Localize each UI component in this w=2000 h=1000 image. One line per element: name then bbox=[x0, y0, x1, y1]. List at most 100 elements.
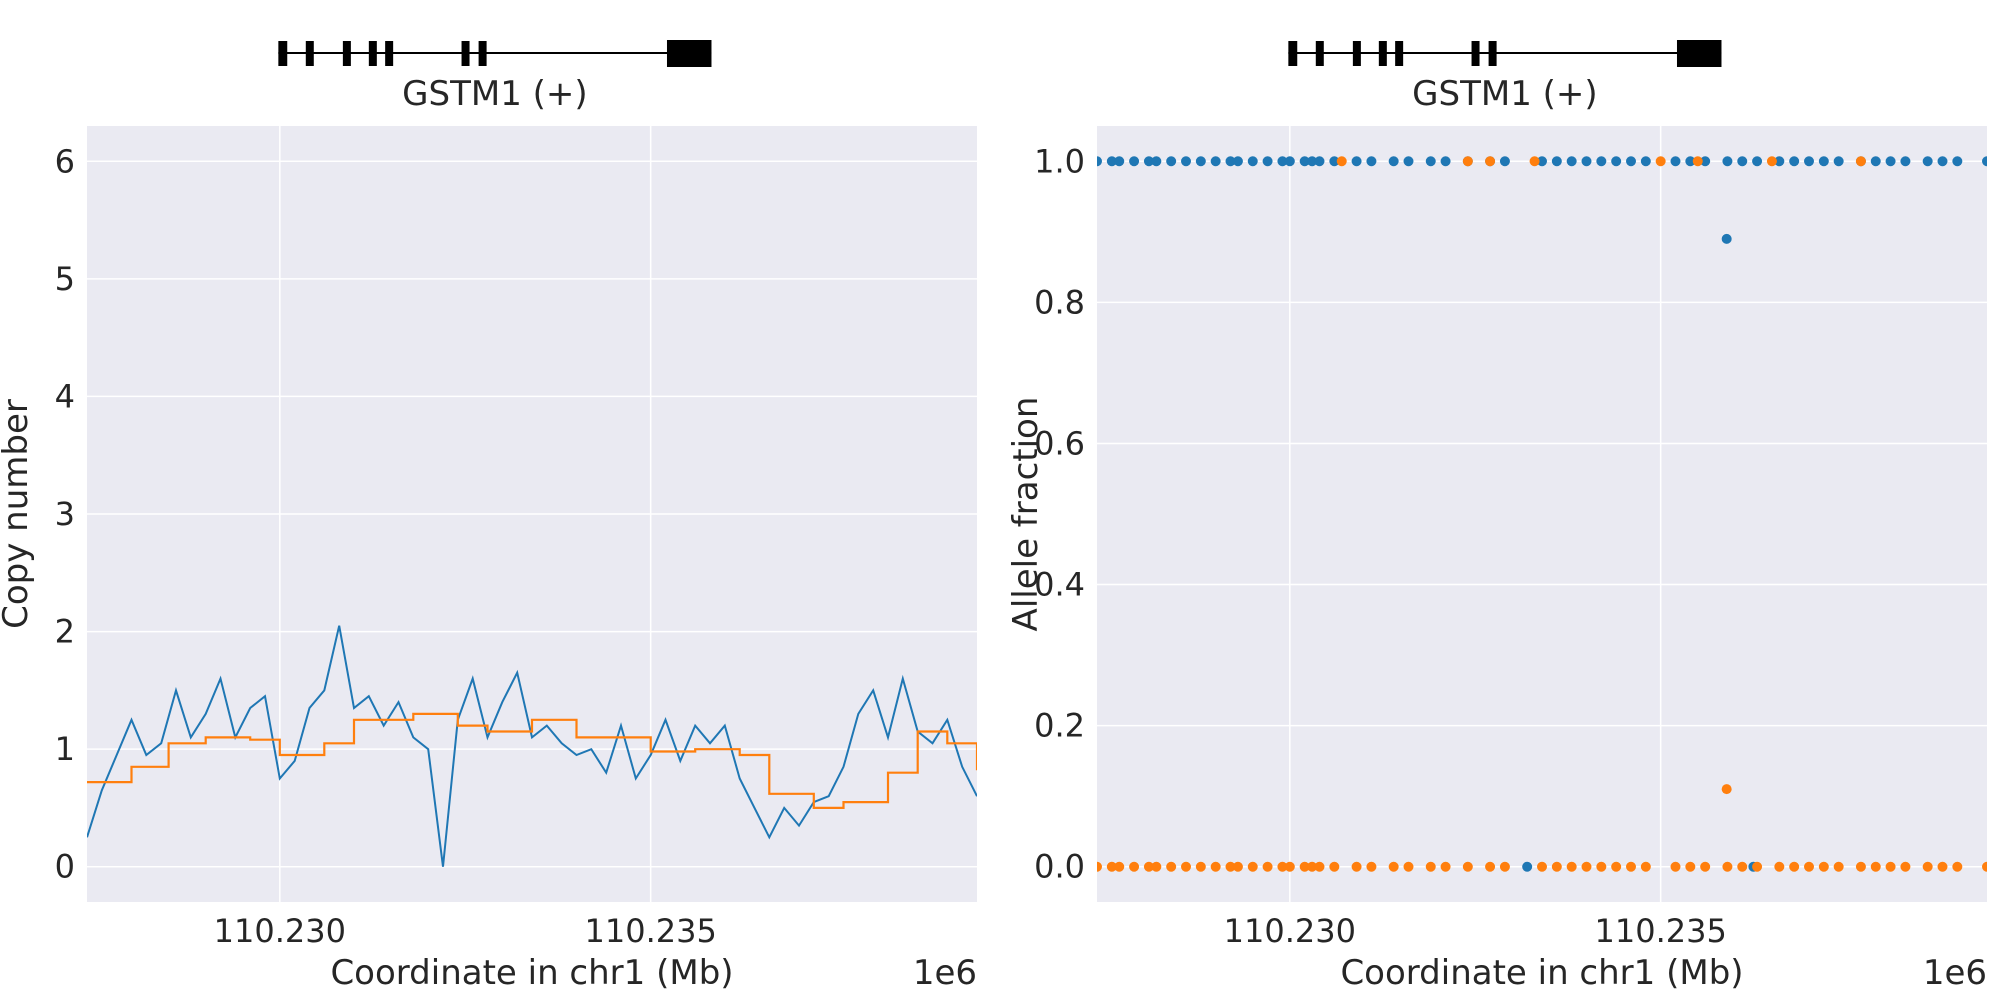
data-point bbox=[1670, 156, 1681, 167]
data-point bbox=[1818, 861, 1829, 872]
data-point bbox=[1611, 861, 1622, 872]
data-point bbox=[1129, 861, 1140, 872]
data-point bbox=[1351, 156, 1362, 167]
data-point bbox=[1900, 156, 1911, 167]
data-point bbox=[1143, 861, 1154, 872]
data-point bbox=[1232, 861, 1243, 872]
data-point bbox=[1611, 156, 1622, 167]
panel-2: 0.0 0.2 0.4 0.6 0.8 1.0 110.230 110.235Coordina… bbox=[1006, 40, 1987, 993]
gene-label: GSTM1 (+) bbox=[402, 74, 588, 114]
gene-exon bbox=[1471, 41, 1480, 66]
data-point bbox=[1106, 861, 1117, 872]
data-point bbox=[1752, 156, 1763, 167]
data-point bbox=[1247, 156, 1258, 167]
data-point bbox=[1529, 156, 1540, 167]
data-point bbox=[1114, 861, 1125, 872]
data-point bbox=[1626, 861, 1636, 872]
data-point bbox=[1952, 861, 1963, 872]
data-point bbox=[1277, 156, 1288, 167]
data-point bbox=[1670, 861, 1681, 872]
data-point bbox=[1225, 861, 1236, 872]
data-point bbox=[1522, 861, 1533, 872]
data-point bbox=[1855, 156, 1866, 167]
data-point bbox=[1366, 156, 1377, 167]
y-tick-label: 0.6 bbox=[1034, 424, 1085, 462]
y-tick-label: 5 bbox=[55, 260, 75, 298]
data-point bbox=[1818, 156, 1829, 167]
data-point bbox=[1097, 861, 1102, 872]
data-point bbox=[1284, 861, 1295, 872]
data-point bbox=[1114, 156, 1125, 167]
data-point bbox=[1952, 156, 1963, 167]
y-tick-label: 0.2 bbox=[1034, 707, 1085, 745]
data-point bbox=[1766, 156, 1777, 167]
data-point bbox=[1982, 156, 1987, 167]
y-tick-label: 0.8 bbox=[1034, 283, 1085, 321]
gene-exon bbox=[1378, 41, 1387, 66]
gene-exon bbox=[305, 41, 314, 66]
x-offset-label: 1e6 bbox=[1923, 953, 1987, 993]
data-point bbox=[1247, 861, 1258, 872]
gene-exon bbox=[1288, 41, 1298, 66]
y-axis-label: Copy number bbox=[0, 399, 36, 629]
data-point bbox=[1922, 861, 1933, 872]
gene-label: GSTM1 (+) bbox=[1412, 74, 1598, 114]
data-point bbox=[1900, 861, 1911, 872]
gene-exon bbox=[1676, 40, 1722, 67]
y-tick-label: 3 bbox=[55, 495, 75, 533]
data-point bbox=[1106, 156, 1117, 167]
data-point bbox=[1284, 156, 1295, 167]
data-point bbox=[1195, 861, 1206, 872]
data-point bbox=[1774, 156, 1785, 167]
data-point bbox=[1499, 861, 1510, 872]
data-point bbox=[1737, 156, 1748, 167]
data-point bbox=[1700, 156, 1711, 167]
data-point bbox=[1721, 233, 1732, 244]
data-point bbox=[1855, 861, 1866, 872]
data-point bbox=[1440, 861, 1451, 872]
y-tick-label: 1 bbox=[55, 730, 75, 768]
data-point bbox=[1403, 861, 1414, 872]
x-tick-label: 110.230 bbox=[214, 912, 346, 950]
data-point bbox=[1314, 156, 1325, 167]
plot-area bbox=[1097, 126, 1987, 902]
gene-exon bbox=[1488, 41, 1497, 66]
data-point bbox=[1151, 156, 1162, 167]
data-point bbox=[1299, 861, 1310, 872]
data-point bbox=[1425, 156, 1436, 167]
y-tick-label: 0.0 bbox=[1034, 848, 1085, 886]
data-point bbox=[1499, 156, 1510, 167]
data-point bbox=[1129, 156, 1140, 167]
data-point bbox=[1700, 861, 1711, 872]
gene-exon bbox=[1315, 41, 1324, 66]
gene-exon bbox=[368, 41, 377, 66]
x-tick-label: 110.230 bbox=[1224, 912, 1356, 950]
gene-exon bbox=[278, 41, 288, 66]
data-point bbox=[1922, 156, 1933, 167]
data-point bbox=[1307, 156, 1318, 167]
data-point bbox=[1640, 861, 1651, 872]
gene-exon bbox=[666, 40, 712, 67]
data-point bbox=[1789, 156, 1800, 167]
y-tick-label: 6 bbox=[55, 142, 75, 180]
data-point bbox=[1388, 861, 1399, 872]
data-point bbox=[1685, 156, 1696, 167]
y-tick-label: 0.4 bbox=[1034, 566, 1085, 604]
data-point bbox=[1314, 861, 1325, 872]
data-point bbox=[1425, 861, 1436, 872]
data-point bbox=[1789, 861, 1800, 872]
data-point bbox=[1885, 861, 1896, 872]
data-point bbox=[1737, 861, 1748, 872]
data-point bbox=[1485, 861, 1496, 872]
gene-exon bbox=[1395, 41, 1404, 66]
data-point bbox=[1225, 156, 1236, 167]
data-point bbox=[1277, 861, 1288, 872]
data-point bbox=[1596, 156, 1607, 167]
data-point bbox=[1937, 861, 1948, 872]
data-point bbox=[1537, 861, 1547, 872]
data-layer bbox=[1097, 156, 1987, 872]
data-point bbox=[1462, 861, 1473, 872]
data-point bbox=[1774, 861, 1785, 872]
y-tick-label: 4 bbox=[55, 377, 75, 415]
data-point bbox=[1440, 156, 1451, 167]
